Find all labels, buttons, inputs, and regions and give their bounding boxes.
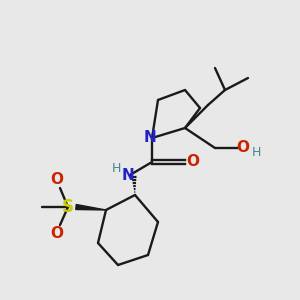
Text: H: H <box>251 146 261 158</box>
Text: N: N <box>144 130 156 146</box>
Polygon shape <box>76 205 106 210</box>
Text: O: O <box>187 154 200 169</box>
Text: O: O <box>50 172 64 188</box>
Text: O: O <box>236 140 250 155</box>
Text: H: H <box>111 163 121 176</box>
Text: O: O <box>50 226 64 241</box>
Text: S: S <box>62 198 74 216</box>
Text: N: N <box>122 167 134 182</box>
